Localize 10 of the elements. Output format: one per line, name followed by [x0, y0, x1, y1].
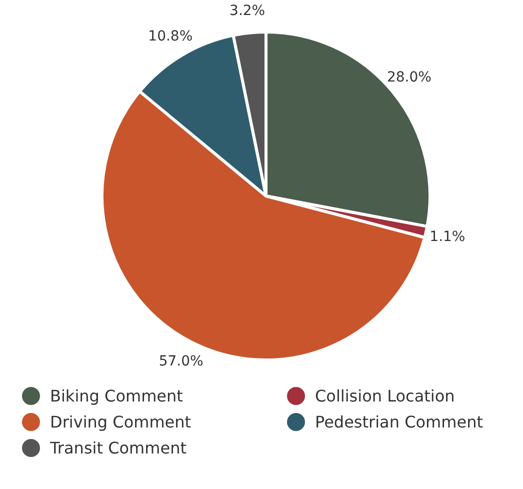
data-label: 28.0% — [386, 69, 432, 86]
data-label: 10.8% — [148, 28, 193, 44]
legend-label: Collision Location — [315, 386, 455, 406]
legend-label: Driving Comment — [50, 412, 192, 432]
legend-label: Transit Comment — [49, 438, 186, 458]
data-label: 3.2% — [230, 2, 266, 19]
legend-label: Biking Comment — [50, 386, 183, 406]
legend-label: Pedestrian Comment — [315, 412, 483, 432]
data-label: 1.1% — [430, 228, 466, 245]
data-label: 57.0% — [158, 354, 204, 370]
